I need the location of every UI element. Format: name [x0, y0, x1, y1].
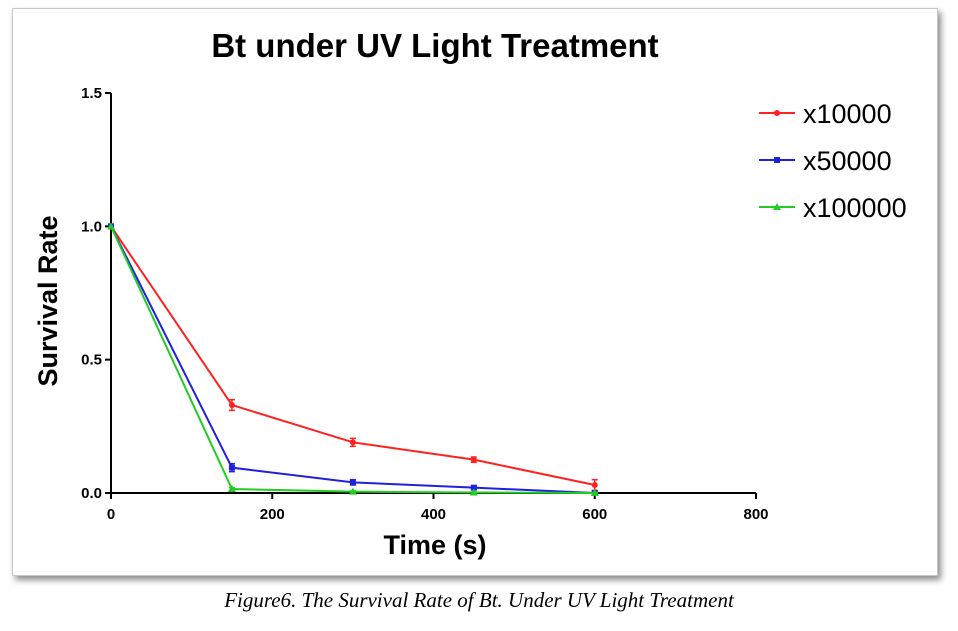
data-point-x10000: [349, 439, 356, 446]
y-tick-label: 0.0: [81, 485, 102, 502]
data-point-x10000: [591, 482, 598, 488]
y-axis-title: Survival Rate: [33, 215, 63, 386]
data-point-x100000: [469, 488, 478, 496]
figure-caption: Figure6. The Survival Rate of Bt. Under …: [224, 588, 734, 612]
data-point-x100000: [590, 489, 599, 496]
data-point-x50000: [470, 484, 477, 491]
legend-marker: [774, 157, 780, 163]
y-tick-label: 1.5: [81, 85, 102, 102]
legend-label: x10000: [803, 99, 892, 129]
legend-label: x100000: [803, 193, 907, 223]
x-tick-label: 400: [421, 506, 446, 523]
series-line-x50000: [110, 225, 595, 494]
series-line-x100000: [110, 225, 595, 494]
chart-title: Bt under UV Light Treatment: [211, 27, 658, 64]
legend-label: x50000: [803, 146, 892, 176]
x-tick-label: 600: [582, 506, 607, 523]
legend-marker: [774, 110, 780, 116]
data-point-x50000: [228, 464, 235, 471]
data-point-x100000: [227, 485, 236, 492]
data-point-x10000: [470, 456, 477, 463]
x-tick-label: 800: [743, 506, 768, 523]
data-point-x100000: [348, 487, 357, 495]
data-point-x100000: [107, 222, 115, 230]
y-tick-label: 1.0: [81, 218, 102, 235]
y-tick-label: 0.5: [81, 352, 102, 369]
figure-frame: Bt under UV Light Treatment 0 200 400 600 80…: [12, 8, 938, 576]
survival-rate-line-chart: Bt under UV Light Treatment 0 200 400 600 80…: [33, 27, 907, 560]
legend: x10000 x50000 x100000: [759, 99, 907, 223]
data-point-x50000: [349, 479, 356, 486]
x-axis-title: Time (s): [383, 530, 486, 560]
x-tick-label: 0: [107, 506, 115, 523]
x-tick-label: 200: [260, 506, 285, 523]
legend-marker: [773, 203, 781, 210]
data-point-x10000: [228, 402, 235, 408]
